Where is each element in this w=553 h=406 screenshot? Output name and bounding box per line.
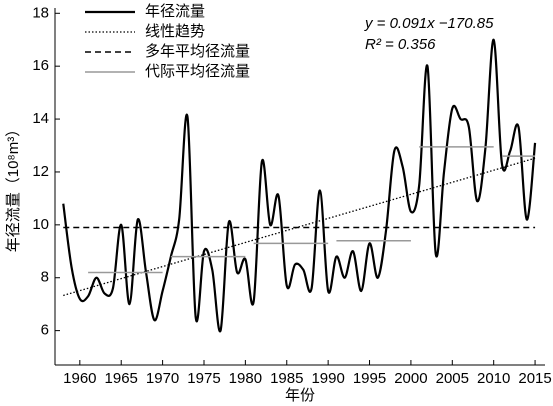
y-axis-label: 年径流量（10⁸m³）: [5, 122, 22, 253]
x-tick-label: 1970: [146, 370, 179, 387]
x-tick-label: 1985: [270, 370, 303, 387]
y-tick-label: 10: [32, 216, 49, 233]
r-squared: R² = 0.356: [365, 36, 436, 53]
y-tick-label: 8: [41, 269, 49, 286]
x-tick-label: 1990: [311, 370, 344, 387]
legend-label: 线性趋势: [145, 23, 205, 40]
x-axis-label: 年份: [285, 387, 315, 404]
x-tick-label: 1965: [105, 370, 138, 387]
y-tick-label: 18: [32, 4, 49, 21]
x-tick-label: 1995: [353, 370, 386, 387]
legend-label: 年径流量: [145, 3, 205, 20]
x-tick-label: 1980: [229, 370, 262, 387]
x-tick-label: 2000: [394, 370, 427, 387]
series-line: [62, 38, 537, 333]
equation: y = 0.091x −170.85: [364, 15, 494, 32]
y-tick-label: 12: [32, 163, 49, 180]
legend-label: 多年平均径流量: [145, 43, 250, 60]
x-tick-label: 2015: [518, 370, 551, 387]
x-tick-label: 2005: [436, 370, 469, 387]
y-tick-label: 14: [32, 110, 49, 127]
x-tick-label: 1975: [187, 370, 220, 387]
x-tick-label: 1960: [63, 370, 96, 387]
x-tick-label: 2010: [477, 370, 510, 387]
y-tick-label: 16: [32, 57, 49, 74]
legend-label: 代际平均径流量: [145, 63, 250, 80]
y-tick-label: 6: [41, 322, 49, 339]
